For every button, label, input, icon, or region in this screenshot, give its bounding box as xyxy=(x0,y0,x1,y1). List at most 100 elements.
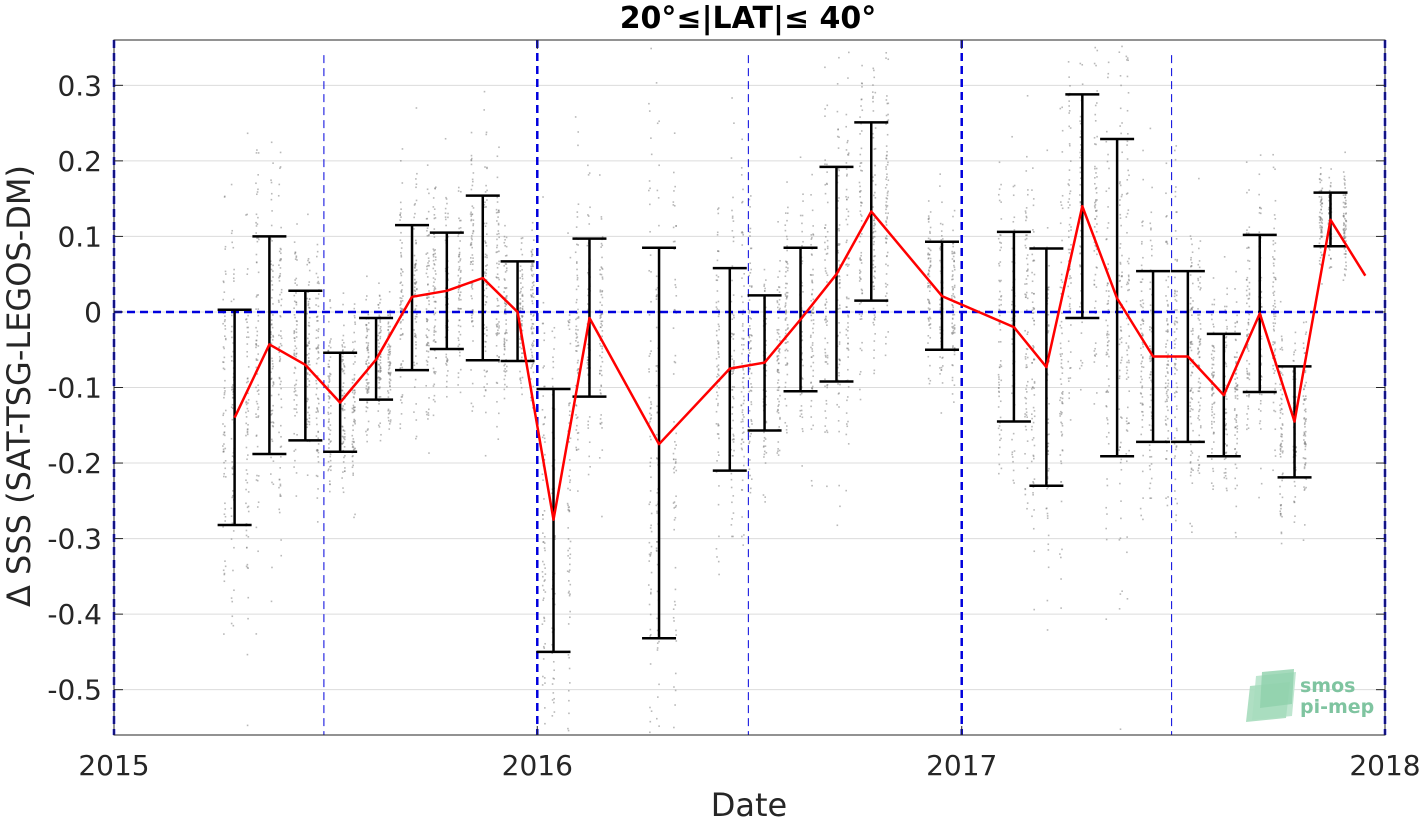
scatter-point xyxy=(784,313,787,315)
scatter-point xyxy=(656,617,658,620)
scatter-point xyxy=(293,387,296,390)
scatter-point xyxy=(952,345,954,347)
scatter-point xyxy=(1096,49,1099,52)
scatter-point xyxy=(413,254,416,257)
scatter-point xyxy=(779,340,781,342)
scatter-point xyxy=(884,354,887,357)
scatter-point xyxy=(307,360,310,362)
scatter-point xyxy=(656,642,659,644)
scatter-point xyxy=(329,299,331,301)
scatter-point xyxy=(520,287,523,290)
scatter-point xyxy=(785,261,788,263)
scatter-point xyxy=(377,358,380,360)
scatter-point xyxy=(927,252,930,255)
scatter-point xyxy=(1032,204,1035,207)
scatter-point xyxy=(673,190,675,192)
scatter-point xyxy=(673,204,676,207)
scatter-point xyxy=(845,149,848,151)
scatter-point xyxy=(732,314,735,317)
scatter-point xyxy=(307,213,309,216)
scatter-point xyxy=(428,303,430,306)
scatter-point xyxy=(846,239,848,242)
scatter-point xyxy=(650,530,653,533)
scatter-point xyxy=(530,267,533,270)
scatter-point xyxy=(929,211,932,213)
scatter-point xyxy=(280,554,283,557)
scatter-point xyxy=(1048,264,1050,267)
scatter-point xyxy=(457,274,460,277)
scatter-point xyxy=(887,331,890,333)
scatter-point xyxy=(504,271,507,273)
scatter-point xyxy=(308,364,311,366)
scatter-point xyxy=(886,150,888,153)
scatter-point xyxy=(1012,194,1015,197)
scatter-point xyxy=(749,206,751,208)
scatter-point xyxy=(498,361,500,363)
scatter-point xyxy=(872,230,875,233)
scatter-point xyxy=(426,294,429,297)
scatter-point xyxy=(485,133,488,136)
scatter-point xyxy=(824,267,827,270)
scatter-point xyxy=(1081,321,1083,324)
scatter-point xyxy=(231,241,234,244)
scatter-point xyxy=(810,365,812,368)
scatter-point xyxy=(587,174,590,176)
scatter-point xyxy=(426,252,429,254)
scatter-point xyxy=(1032,480,1034,483)
scatter-point xyxy=(656,364,659,367)
scatter-point xyxy=(496,273,499,276)
scatter-point xyxy=(1080,154,1082,156)
scatter-point xyxy=(784,421,787,424)
scatter-point xyxy=(1119,125,1121,127)
scatter-point xyxy=(1094,176,1096,179)
scatter-point xyxy=(457,190,460,192)
scatter-point xyxy=(1167,330,1169,333)
scatter-point xyxy=(887,102,890,105)
scatter-point xyxy=(379,370,382,372)
scatter-point xyxy=(1059,222,1062,225)
scatter-point xyxy=(740,489,743,491)
scatter-point xyxy=(952,278,954,281)
scatter-point xyxy=(1069,297,1072,300)
scatter-point xyxy=(1107,442,1110,445)
scatter-point xyxy=(496,246,498,249)
scatter-point xyxy=(953,260,955,263)
scatter-point xyxy=(860,262,863,264)
scatter-point xyxy=(655,370,658,372)
scatter-point xyxy=(1190,374,1192,377)
scatter-point xyxy=(1025,207,1028,209)
scatter-point xyxy=(506,254,508,257)
scatter-point xyxy=(543,647,546,649)
scatter-point xyxy=(575,417,578,420)
scatter-point xyxy=(342,382,345,384)
scatter-point xyxy=(426,328,428,330)
scatter-point xyxy=(1165,398,1168,401)
scatter-point xyxy=(552,692,555,694)
scatter-point xyxy=(457,235,459,237)
scatter-point xyxy=(998,453,1000,456)
scatter-point xyxy=(826,201,829,204)
scatter-point xyxy=(343,366,346,368)
scatter-point xyxy=(399,304,401,306)
scatter-point xyxy=(717,402,719,405)
scatter-point xyxy=(457,384,459,386)
scatter-point xyxy=(1000,242,1003,244)
scatter-point xyxy=(295,347,298,350)
scatter-point xyxy=(1079,204,1082,207)
scatter-point xyxy=(715,274,718,277)
scatter-point xyxy=(272,383,275,386)
scatter-point xyxy=(232,393,235,396)
scatter-point xyxy=(1141,378,1143,381)
scatter-point xyxy=(223,391,226,394)
scatter-point xyxy=(400,255,403,258)
scatter-point xyxy=(1095,167,1098,170)
scatter-point xyxy=(222,526,224,528)
scatter-point xyxy=(272,334,274,337)
scatter-point xyxy=(838,484,840,487)
scatter-point xyxy=(1118,408,1121,410)
scatter-point xyxy=(674,240,676,243)
scatter-point xyxy=(543,339,545,342)
scatter-point xyxy=(498,260,500,263)
scatter-point xyxy=(1080,290,1082,292)
scatter-point xyxy=(433,281,435,284)
